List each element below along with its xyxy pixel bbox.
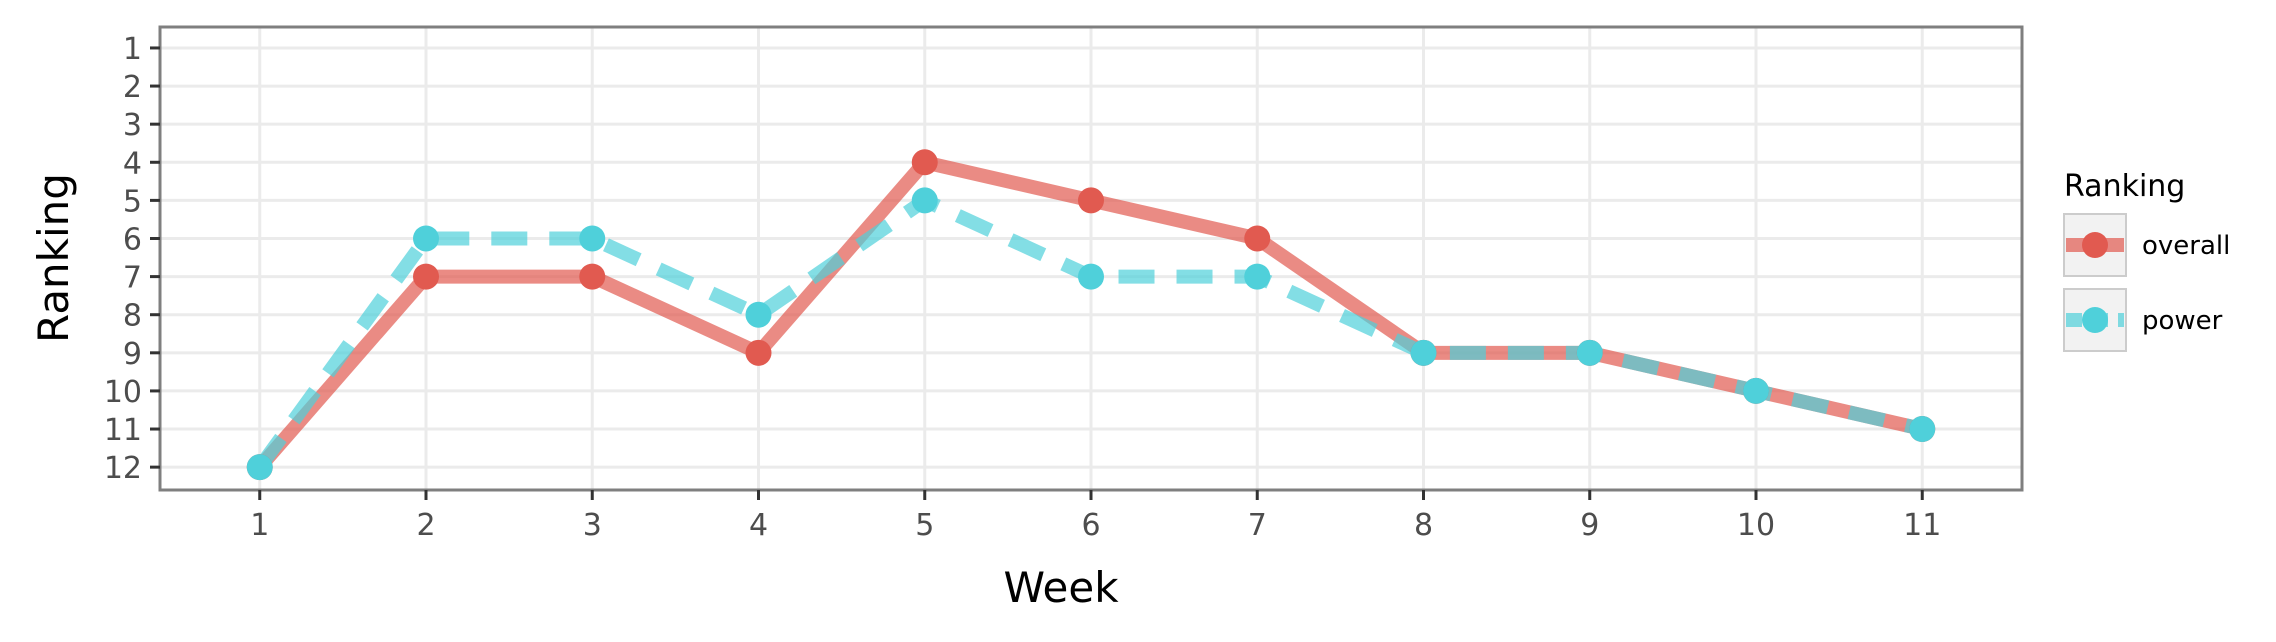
y-tick-label: 4 <box>123 146 142 181</box>
point-power <box>1078 263 1104 290</box>
point-power <box>1909 416 1936 443</box>
legend-label-power: power <box>2142 306 2223 336</box>
point-overall <box>1078 187 1104 214</box>
x-tick-label: 5 <box>915 508 934 543</box>
x-tick-label: 3 <box>583 508 602 543</box>
point-overall <box>413 263 439 290</box>
point-power <box>246 454 273 481</box>
x-tick-label: 4 <box>749 508 768 543</box>
legend-label-overall: overall <box>2142 231 2230 261</box>
y-tick-label: 10 <box>104 375 142 410</box>
y-tick-label: 9 <box>123 337 142 372</box>
series-layer <box>246 149 1936 481</box>
point-power <box>1743 377 1769 404</box>
x-tick-label: 9 <box>1580 508 1599 543</box>
y-axis-title: Ranking <box>29 173 78 343</box>
point-overall <box>1244 225 1271 252</box>
point-power <box>413 225 439 252</box>
x-axis-title: Week <box>1003 563 1119 612</box>
y-tick-label: 5 <box>123 184 142 219</box>
y-tick-label: 6 <box>123 222 142 257</box>
y-tick-label: 7 <box>123 261 142 296</box>
x-tick-label: 11 <box>1903 508 1941 543</box>
legend-point-overall <box>2082 232 2108 258</box>
y-tick-label: 1 <box>123 32 142 67</box>
y-tick-label: 2 <box>123 70 142 105</box>
x-tick-label: 1 <box>250 508 269 543</box>
legend-point-power <box>2082 307 2108 333</box>
x-tick-label: 10 <box>1737 508 1775 543</box>
y-tick-label: 11 <box>104 413 142 448</box>
point-power <box>1410 339 1437 366</box>
point-power <box>1244 263 1271 290</box>
x-tick-label: 7 <box>1248 508 1267 543</box>
y-tick-label: 12 <box>104 451 142 486</box>
point-overall <box>911 149 938 176</box>
point-power <box>745 301 772 328</box>
x-tick-label: 2 <box>416 508 435 543</box>
x-tick-label: 8 <box>1414 508 1433 543</box>
major-x-gridlines <box>258 27 1924 490</box>
x-tick-label: 6 <box>1081 508 1100 543</box>
y-tick-label: 8 <box>123 299 142 334</box>
point-power <box>911 187 938 214</box>
point-power <box>579 225 606 252</box>
y-tick-label: 3 <box>123 108 142 143</box>
x-axis-ticks: 1 2 3 4 5 6 7 8 9 10 11 <box>250 490 1941 543</box>
legend-title: Ranking <box>2064 169 2185 204</box>
point-overall <box>745 339 772 366</box>
point-power <box>1576 339 1603 366</box>
point-overall <box>579 263 606 290</box>
legend: Ranking overall power <box>2063 169 2230 352</box>
